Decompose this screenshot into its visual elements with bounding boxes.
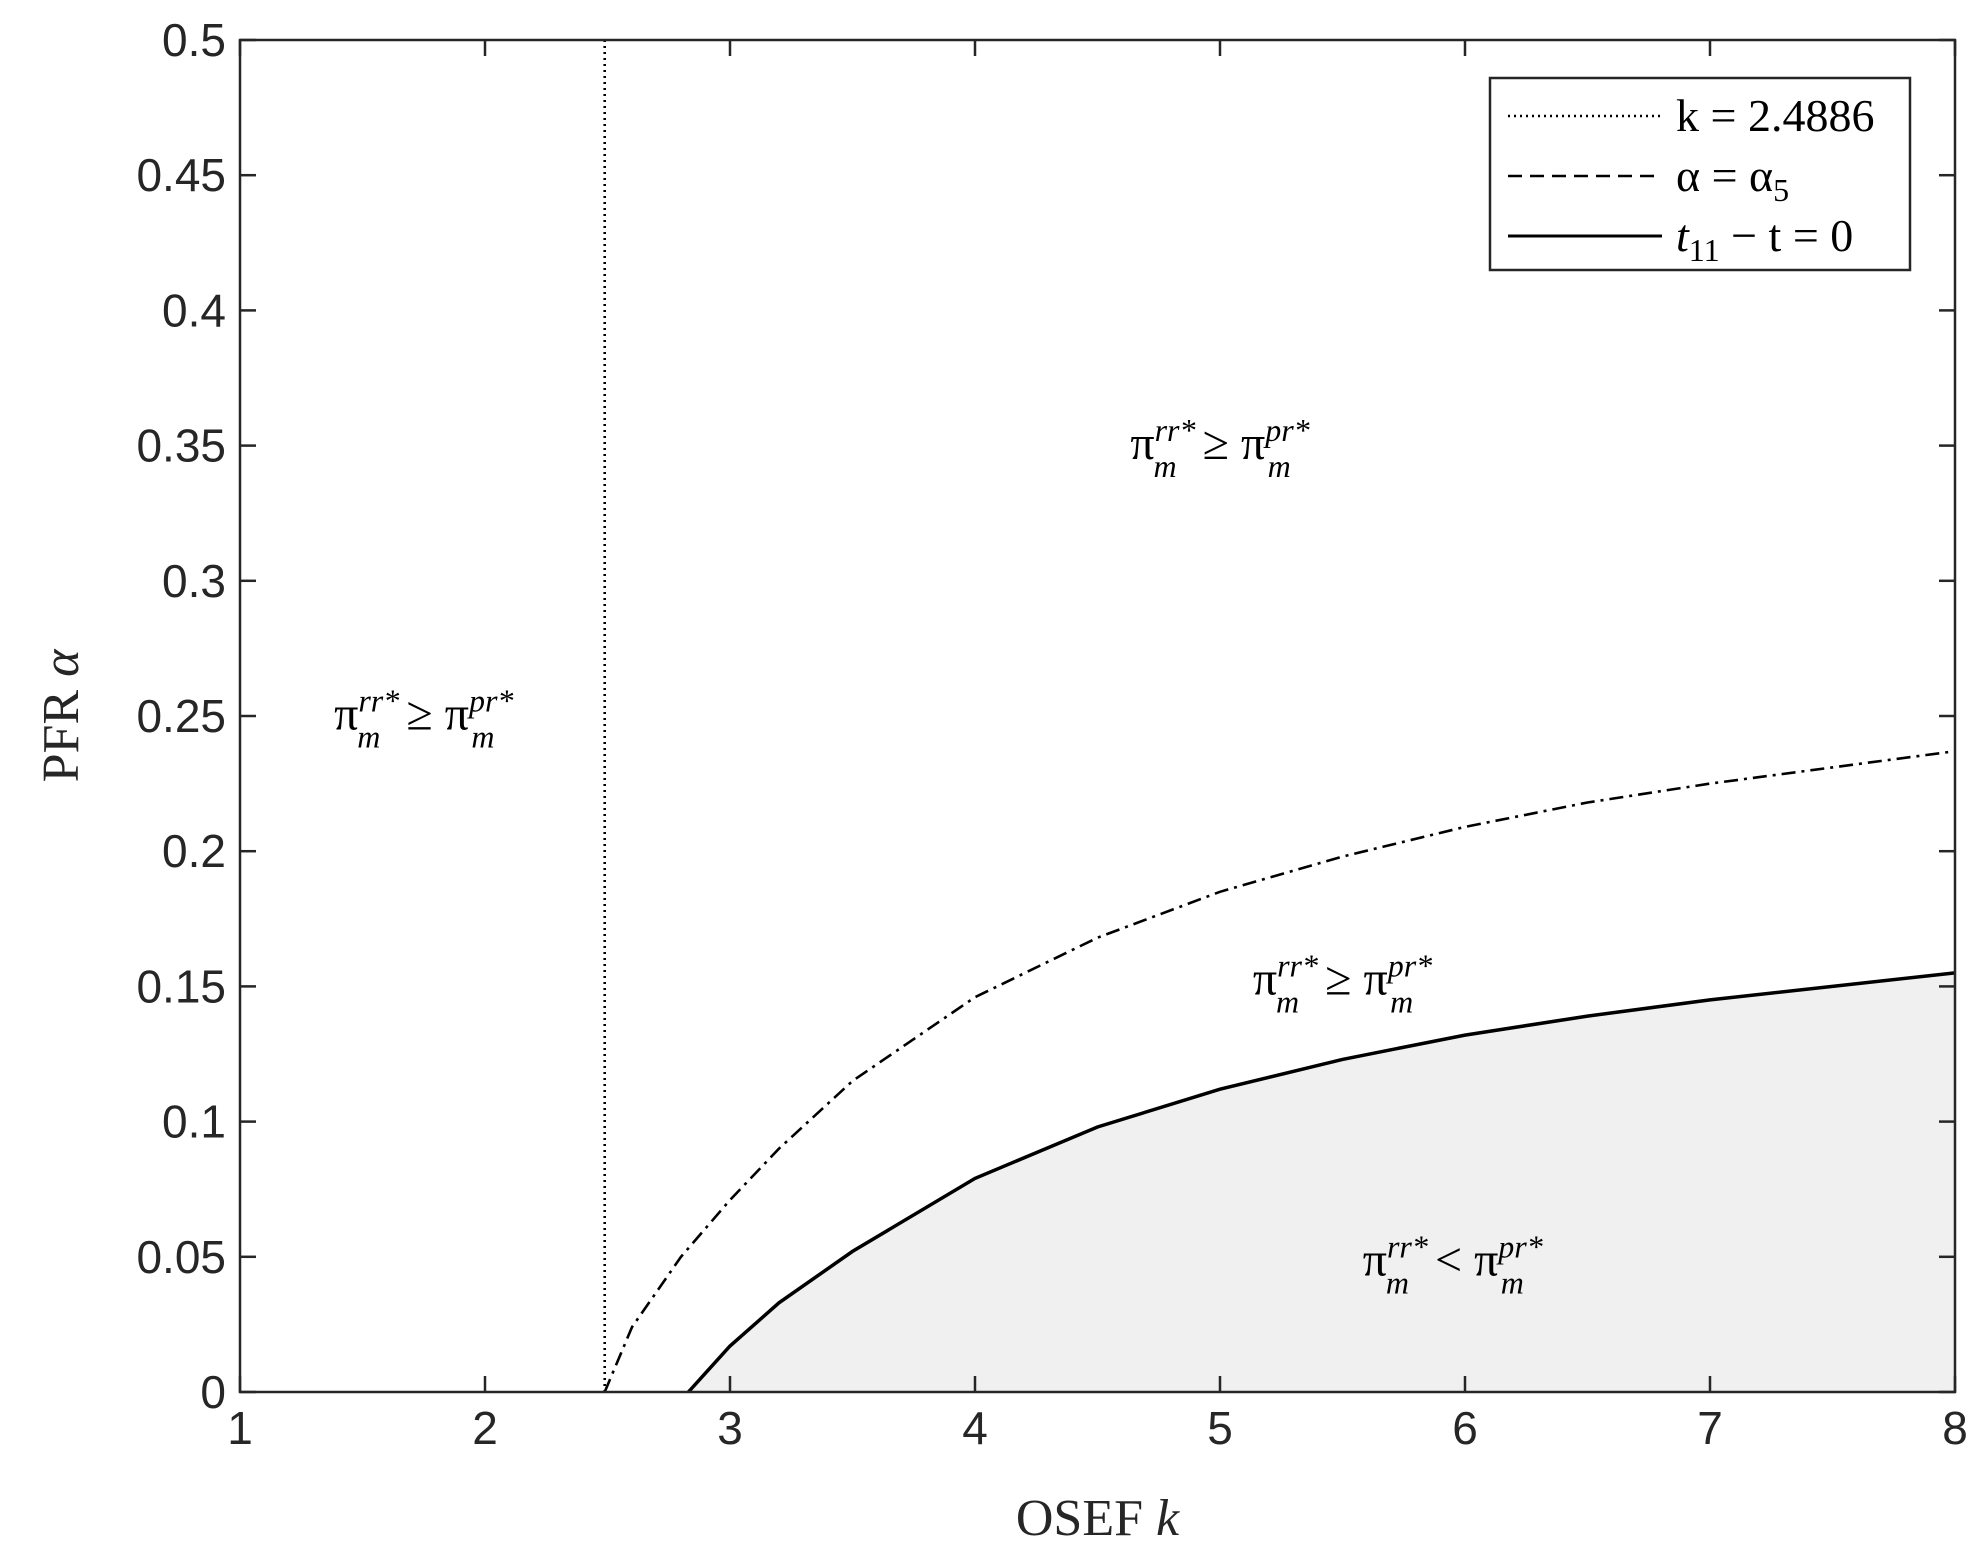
superscript-pr: pr* xyxy=(467,683,513,719)
y-axis-title-text: PFR xyxy=(33,677,90,783)
y-tick-label: 0.25 xyxy=(136,690,226,742)
plot-area xyxy=(603,40,1956,1394)
x-axis-title-text: OSEF xyxy=(1016,1490,1156,1547)
legend-subscript: 11 xyxy=(1689,232,1720,268)
x-tick-label: 3 xyxy=(717,1402,743,1454)
y-tick-label: 0.05 xyxy=(136,1231,226,1283)
series-line-t11 xyxy=(687,971,1956,1394)
subscript-m: m xyxy=(1276,984,1299,1020)
legend-label-t11: t11 − t = 0 xyxy=(1676,210,1853,268)
legend-label-vline: k = 2.4886 xyxy=(1676,90,1874,141)
y-tick-label: 0 xyxy=(200,1366,226,1418)
pi-symbol: π xyxy=(1363,953,1387,1006)
legend-label-alpha5: α = α5 xyxy=(1676,150,1789,208)
y-tick-label: 0.3 xyxy=(162,555,226,607)
legend-text: α = α xyxy=(1676,150,1773,201)
x-axis-title-var: k xyxy=(1156,1490,1180,1547)
y-tick-label: 0.4 xyxy=(162,284,226,336)
relation-symbol: ≥ xyxy=(394,688,444,741)
y-tick-label: 0.45 xyxy=(136,149,226,201)
pi-symbol: π xyxy=(1363,1234,1387,1287)
subscript-m: m xyxy=(1386,1265,1409,1301)
x-tick-label: 5 xyxy=(1207,1402,1233,1454)
region-label-left: πrr* m ≥ πpr* m xyxy=(334,683,513,755)
axes: 1 2 3 4 5 6 7 8 0 0.05 0.1 0.15 0.2 0.25 0.3 0.35 0.4 0.4… xyxy=(33,14,1968,1547)
relation-symbol: < xyxy=(1423,1234,1474,1287)
x-tick-label: 2 xyxy=(472,1402,498,1454)
shaded-region xyxy=(688,972,1955,1392)
y-axis-title-var: α xyxy=(33,648,90,677)
pi-symbol: π xyxy=(1474,1234,1498,1287)
subscript-m: m xyxy=(1501,1265,1524,1301)
series-line-alpha5 xyxy=(603,749,1956,1393)
region-label-low: πrr* m < πpr* m xyxy=(1363,1229,1543,1301)
pi-symbol: π xyxy=(334,688,358,741)
y-axis-title: PFR α xyxy=(33,648,90,783)
legend-text: − t = 0 xyxy=(1720,210,1854,261)
x-tick-label: 7 xyxy=(1697,1402,1723,1454)
subscript-m: m xyxy=(1154,448,1177,484)
pi-symbol: π xyxy=(445,688,469,741)
region-label-mid: πrr* m ≥ πpr* m xyxy=(1253,948,1432,1020)
pi-symbol: π xyxy=(1130,417,1154,470)
superscript-rr: rr* xyxy=(1277,948,1318,984)
superscript-rr: rr* xyxy=(1387,1229,1428,1265)
legend-var: t xyxy=(1676,210,1690,261)
x-tick-label: 4 xyxy=(962,1402,988,1454)
x-tick-label: 8 xyxy=(1942,1402,1968,1454)
y-tick-label: 0.2 xyxy=(162,825,226,877)
pi-symbol: π xyxy=(1253,953,1277,1006)
subscript-m: m xyxy=(357,719,380,755)
legend-box xyxy=(1488,76,1912,272)
y-tick-label: 0.15 xyxy=(136,960,226,1012)
y-tick-label: 0.5 xyxy=(162,14,226,66)
subscript-m: m xyxy=(471,719,494,755)
relation-symbol: ≥ xyxy=(1313,953,1363,1006)
x-tick-label: 6 xyxy=(1452,1402,1478,1454)
superscript-pr: pr* xyxy=(1263,412,1309,448)
subscript-m: m xyxy=(1268,448,1291,484)
y-tick-label: 0.1 xyxy=(162,1096,226,1148)
relation-symbol: ≥ xyxy=(1191,417,1241,470)
region-label-top: πrr* m ≥ πpr* m xyxy=(1130,412,1309,484)
legend-text: k = 2.4886 xyxy=(1676,90,1874,141)
superscript-pr: pr* xyxy=(1386,948,1432,984)
superscript-rr: rr* xyxy=(358,683,399,719)
superscript-rr: rr* xyxy=(1155,412,1196,448)
y-tick-label: 0.35 xyxy=(136,420,226,472)
x-tick-label: 1 xyxy=(227,1402,253,1454)
legend-subscript: 5 xyxy=(1773,172,1789,208)
subscript-m: m xyxy=(1390,984,1413,1020)
pi-symbol: π xyxy=(1241,417,1265,470)
x-axis-title: OSEF k xyxy=(1016,1490,1180,1547)
superscript-pr: pr* xyxy=(1496,1229,1542,1265)
